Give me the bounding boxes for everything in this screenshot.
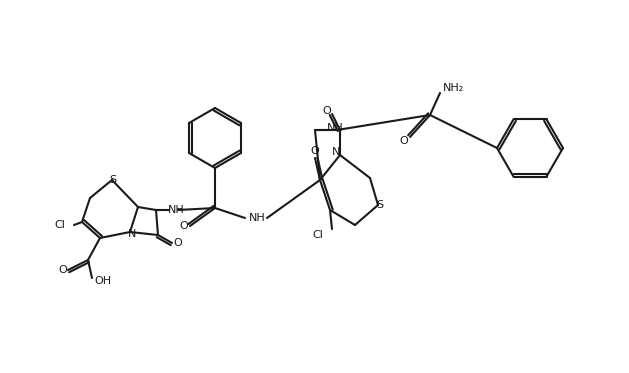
Text: S: S	[109, 175, 116, 185]
Text: NH: NH	[248, 213, 265, 223]
Text: O: O	[58, 265, 67, 275]
Text: N: N	[332, 147, 340, 157]
Text: O: O	[399, 136, 408, 146]
Text: O: O	[323, 106, 331, 116]
Text: O: O	[311, 146, 320, 156]
Text: NH: NH	[167, 205, 184, 215]
Text: NH₂: NH₂	[443, 83, 465, 93]
Text: Cl: Cl	[313, 230, 323, 240]
Text: S: S	[376, 200, 384, 210]
Text: N: N	[128, 229, 136, 239]
Text: NH: NH	[326, 123, 343, 133]
Text: O: O	[174, 238, 182, 248]
Text: O: O	[180, 221, 188, 231]
Text: Cl: Cl	[55, 220, 65, 230]
Text: OH: OH	[94, 276, 111, 286]
